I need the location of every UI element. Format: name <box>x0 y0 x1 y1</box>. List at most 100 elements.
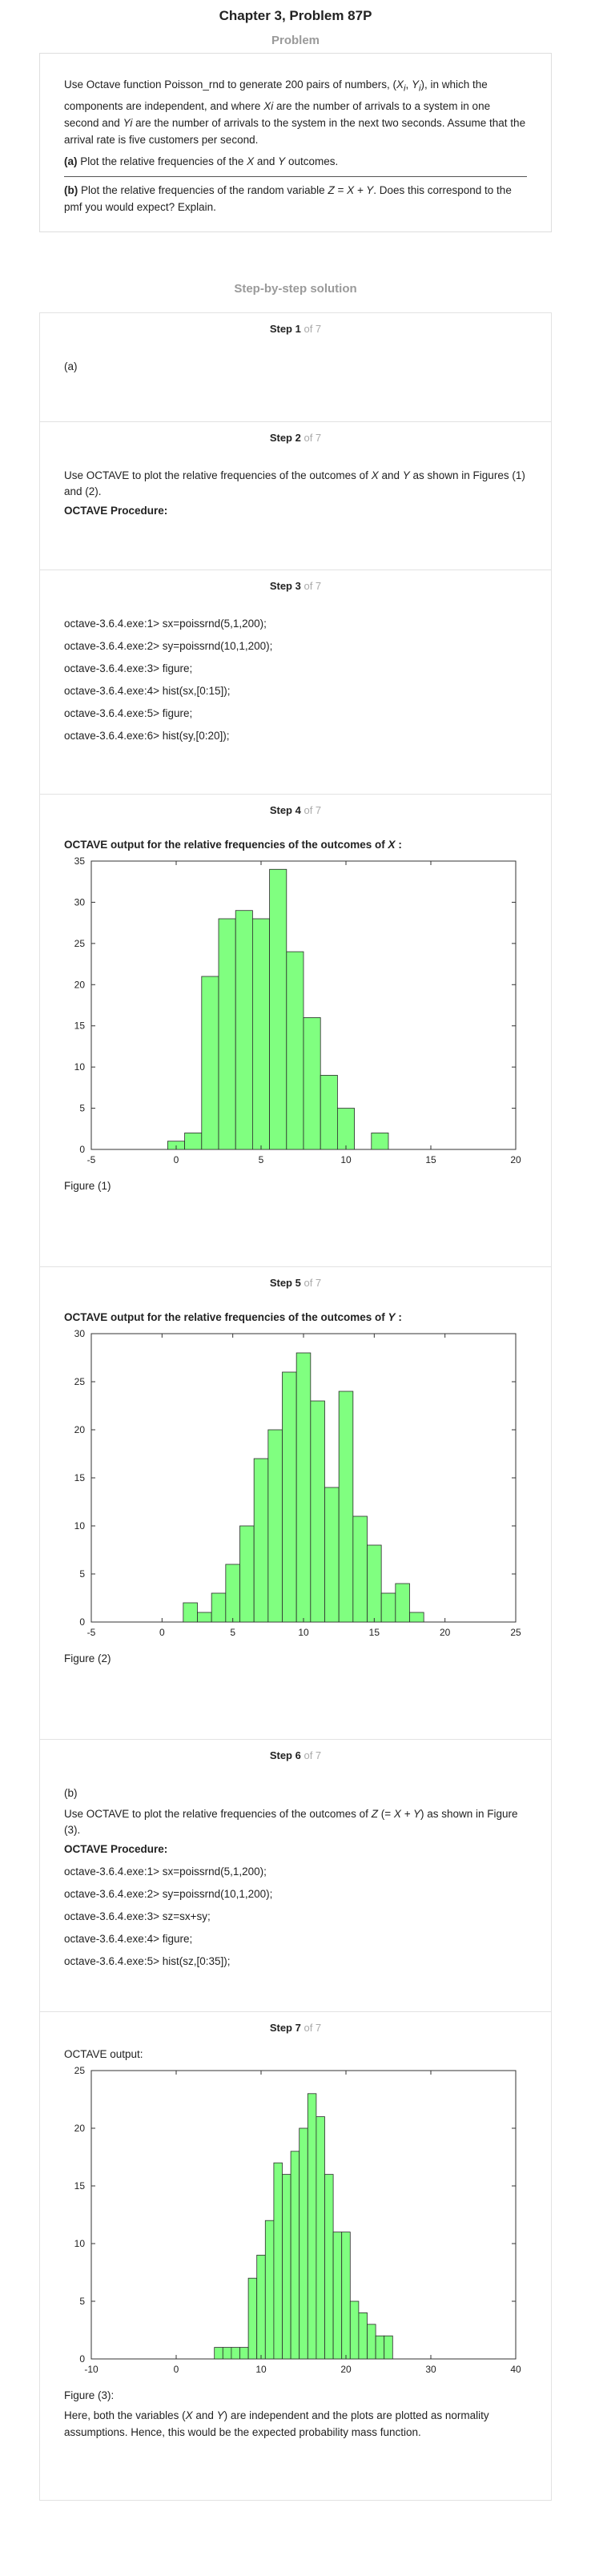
y-tick-label: 20 <box>74 1424 86 1435</box>
step-4: Step 4 of 7 OCTAVE output for the relati… <box>40 793 551 1266</box>
histogram-bar <box>225 1564 240 1623</box>
conclusion-part: and <box>192 2409 217 2421</box>
problem-text: are the number of arrivals to a system i… <box>64 99 491 129</box>
problem-text: are the number of arrivals to the system… <box>64 116 526 146</box>
step-2: Step 2 of 7 Use OCTAVE to plot the relat… <box>40 421 551 570</box>
x-tick-label: 10 <box>298 1627 309 1638</box>
step-6: Step 6 of 7 (b) Use OCTAVE to plot the r… <box>40 1738 551 2011</box>
code-block: octave-3.6.4.exe:1> sx=poissrnd(5,1,200)… <box>64 616 527 744</box>
step-of: of 7 <box>304 803 322 816</box>
histogram-bar <box>222 2346 232 2360</box>
x-tick-label: 25 <box>510 1627 521 1638</box>
var-x: X <box>185 2409 193 2421</box>
histogram-bar <box>349 2300 360 2360</box>
histogram-bar <box>282 2173 291 2360</box>
step-number: Step 6 <box>269 1749 301 1761</box>
problem-label: Problem <box>271 34 320 47</box>
histogram-bar <box>218 918 236 1150</box>
chart-figure-3: -10 0 10 20 30 40 0 5 10 15 20 25 <box>59 2063 524 2383</box>
step-header: Step 3 of 7 <box>64 580 527 592</box>
histogram-bar <box>296 1352 312 1623</box>
code-line: octave-3.6.4.exe:2> sy=poissrnd(10,1,200… <box>64 1887 273 1900</box>
y-tick-label: 15 <box>74 1472 86 1483</box>
code-line: octave-3.6.4.exe:6> hist(sy,[0:20]); <box>64 729 230 742</box>
divider <box>64 175 527 177</box>
part-a-text: outcomes. <box>285 155 339 167</box>
step-header: Step 7 of 7 <box>64 2022 527 2034</box>
step-text-part: ) as shown in Figure (3). <box>64 1807 518 1836</box>
x-tick-label: -10 <box>84 2364 98 2375</box>
histogram-bar <box>286 951 304 1150</box>
var-sub: i <box>404 83 406 94</box>
var-xi: Xi <box>263 99 274 112</box>
x-tick-label: 40 <box>510 2364 521 2375</box>
histogram-bar <box>384 2335 393 2360</box>
part-b-text: . Does this correspond to the pmf you wo… <box>64 183 512 213</box>
y-tick-label: 25 <box>74 1376 86 1387</box>
x-tick-label: 0 <box>159 1627 165 1638</box>
procedure-label: OCTAVE Procedure: <box>64 1842 168 1855</box>
step-text: Use OCTAVE to plot the relative frequenc… <box>64 1806 527 1838</box>
step-text-part: Use OCTAVE to plot the relative frequenc… <box>64 1807 372 1820</box>
histogram-bar <box>214 2346 223 2360</box>
step-7: Step 7 of 7 OCTAVE output: -10 0 10 20 30 40 0… <box>40 2010 551 2500</box>
step-text-part: Use OCTAVE to plot the relative frequenc… <box>64 469 372 481</box>
x-tick-label: 0 <box>174 1154 179 1165</box>
histogram-bar <box>367 1544 382 1623</box>
histogram-bar <box>358 2312 368 2360</box>
x-tick-label: 5 <box>259 1154 264 1165</box>
step-number: Step 5 <box>269 1276 301 1289</box>
step-5: Step 5 of 7 OCTAVE output for the relati… <box>40 1266 551 1739</box>
part-a-text: Plot the relative frequencies of the <box>77 155 247 167</box>
step-text-part: and <box>378 469 403 481</box>
var-x: X <box>247 155 255 167</box>
step-of: of 7 <box>304 1749 322 1761</box>
step-header: Step 5 of 7 <box>64 1277 527 1289</box>
part-a: (a) Plot the relative frequencies of the… <box>64 153 527 170</box>
histogram-bar <box>375 2335 385 2360</box>
part-a-text: and <box>254 155 279 167</box>
output-heading-text: : <box>395 1310 402 1323</box>
procedure-label: OCTAVE Procedure: <box>64 504 168 517</box>
formula: Z = X + Y <box>328 183 374 196</box>
y-tick-label: 15 <box>74 1020 86 1031</box>
histogram-bar <box>201 976 219 1150</box>
step-of: of 7 <box>304 1276 322 1289</box>
problem-text: , <box>405 78 412 91</box>
solution-heading: Step-by-step solution <box>234 281 357 296</box>
part-b-label: (b) <box>64 183 78 196</box>
x-tick-label: -5 <box>87 1627 96 1638</box>
histogram-bar <box>367 2324 376 2360</box>
chart-figure-1: -5 0 5 10 15 20 0 5 10 15 20 25 30 35 <box>59 853 524 1173</box>
histogram-bar <box>299 2127 308 2360</box>
problem-box: Use Octave function Poisson_rnd to gener… <box>39 53 552 232</box>
histogram-bar <box>251 918 270 1150</box>
problem-statement: Use Octave function Poisson_rnd to gener… <box>64 76 527 148</box>
step-1: Step 1 of 7 (a) <box>40 313 551 421</box>
code-line: octave-3.6.4.exe:5> figure; <box>64 706 193 719</box>
histogram-bar <box>332 2231 343 2360</box>
step-text-part: as shown in Figures (1) and (2). <box>64 469 525 497</box>
y-tick-label: 10 <box>74 2238 86 2249</box>
step-header: Step 6 of 7 <box>64 1749 527 1761</box>
histogram-bar <box>256 2254 266 2360</box>
step-of: of 7 <box>304 2021 322 2034</box>
histogram-bar <box>273 2162 283 2360</box>
x-tick-label: 10 <box>255 2364 267 2375</box>
histogram-bar <box>197 1612 212 1623</box>
histogram-bar <box>239 2346 249 2360</box>
part-b: (b) Plot the relative frequencies of the… <box>64 182 527 215</box>
histogram-bar <box>310 1400 325 1623</box>
histogram-bar <box>409 1612 424 1623</box>
output-heading-text: OCTAVE output for the relative frequenci… <box>64 1310 388 1323</box>
y-tick-label: 5 <box>79 1568 85 1580</box>
histogram-bar <box>316 2115 325 2360</box>
code-line: octave-3.6.4.exe:5> hist(sz,[0:35]); <box>64 1954 231 1967</box>
conclusion-part: ) are independent and the plots are plot… <box>64 2409 489 2438</box>
conclusion-text: Here, both the variables (X and Y) are i… <box>64 2407 527 2441</box>
y-tick-label: 20 <box>74 979 86 990</box>
step-3: Step 3 of 7 octave-3.6.4.exe:1> sx=poiss… <box>40 569 551 794</box>
step-header: Step 1 of 7 <box>64 323 527 335</box>
part-a-label: (a) <box>64 155 78 167</box>
